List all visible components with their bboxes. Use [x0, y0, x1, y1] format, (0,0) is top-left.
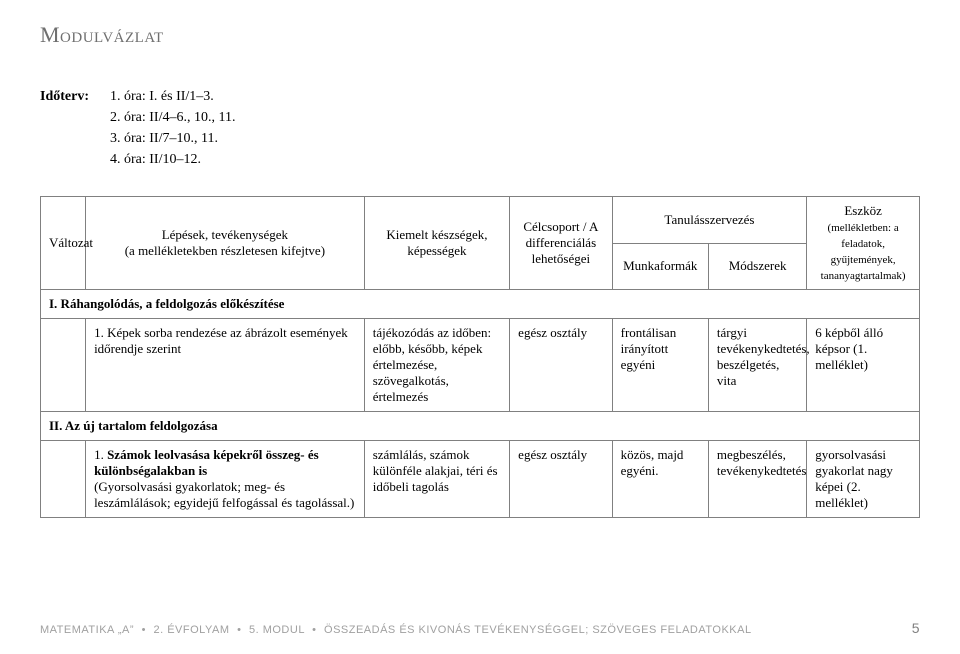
- col-header-tanulas: Tanulásszervezés: [612, 197, 807, 244]
- schedule-line-3: 3. óra: II/7–10., 11.: [110, 128, 218, 149]
- section-2-title: II. Az új tartalom feldolgozása: [41, 412, 920, 441]
- row2-valtozat: [41, 441, 86, 518]
- row2-munkaformak: közös, majd egyéni.: [612, 441, 708, 518]
- row2-eszkoz: gyorsolvasási gyakorlat nagy képei (2. m…: [807, 441, 920, 518]
- page-footer: MATEMATIKA „A” • 2. ÉVFOLYAM • 5. MODUL …: [40, 620, 920, 636]
- section-1-title: I. Ráhangolódás, a feldolgozás előkészít…: [41, 290, 920, 319]
- footer-left: MATEMATIKA „A” • 2. ÉVFOLYAM • 5. MODUL …: [40, 624, 752, 636]
- schedule-line-2: 2. óra: II/4–6., 10., 11.: [110, 107, 235, 128]
- table-row: 1. Számok leolvasása képekről összeg- és…: [41, 441, 920, 518]
- col-header-modszerek: Módszerek: [708, 243, 806, 290]
- row2-modszerek: megbeszélés, tevékenykedtetés: [708, 441, 806, 518]
- row1-lepesek: 1. Képek sorba rendezése az ábrázolt ese…: [86, 319, 365, 412]
- col-header-munkaformak: Munkaformák: [612, 243, 708, 290]
- row1-eszkoz: 6 képből álló képsor (1. melléklet): [807, 319, 920, 412]
- schedule-line-1: 1. óra: I. és II/1–3.: [110, 86, 214, 107]
- row1-valtozat: [41, 319, 86, 412]
- schedule-block: Időterv: 1. óra: I. és II/1–3. 2. óra: I…: [40, 86, 920, 170]
- row1-munkaformak: frontálisan irányított egyéni: [612, 319, 708, 412]
- row2-lepesek: 1. Számok leolvasása képekről összeg- és…: [86, 441, 365, 518]
- row2-celcsoport: egész osztály: [510, 441, 612, 518]
- page-number: 5: [912, 620, 920, 636]
- col-header-celcsoport: Célcsoport / A differenciálás lehetősége…: [510, 197, 612, 290]
- col-header-eszkoz: Eszköz (mellékletben: a feladatok, gyűjt…: [807, 197, 920, 290]
- schedule-label: Időterv:: [40, 86, 104, 107]
- col-header-valtozat: Változat: [41, 197, 86, 290]
- table-row: 1. Képek sorba rendezése az ábrázolt ese…: [41, 319, 920, 412]
- row1-kiemelt: tájékozódás az időben: előbb, később, ké…: [364, 319, 509, 412]
- col-header-lepesek: Lépések, tevékenységek (a mellékletekben…: [86, 197, 365, 290]
- col-header-kiemelt: Kiemelt készségek, képességek: [364, 197, 509, 290]
- page-title: Modulvázlat: [40, 22, 920, 48]
- schedule-line-4: 4. óra: II/10–12.: [110, 149, 201, 170]
- row2-kiemelt: számlálás, számok különféle alakjai, tér…: [364, 441, 509, 518]
- row1-celcsoport: egész osztály: [510, 319, 612, 412]
- module-table: Változat Lépések, tevékenységek (a mellé…: [40, 196, 920, 518]
- row1-modszerek: tárgyi tevékenykedtetés, beszélgetés, vi…: [708, 319, 806, 412]
